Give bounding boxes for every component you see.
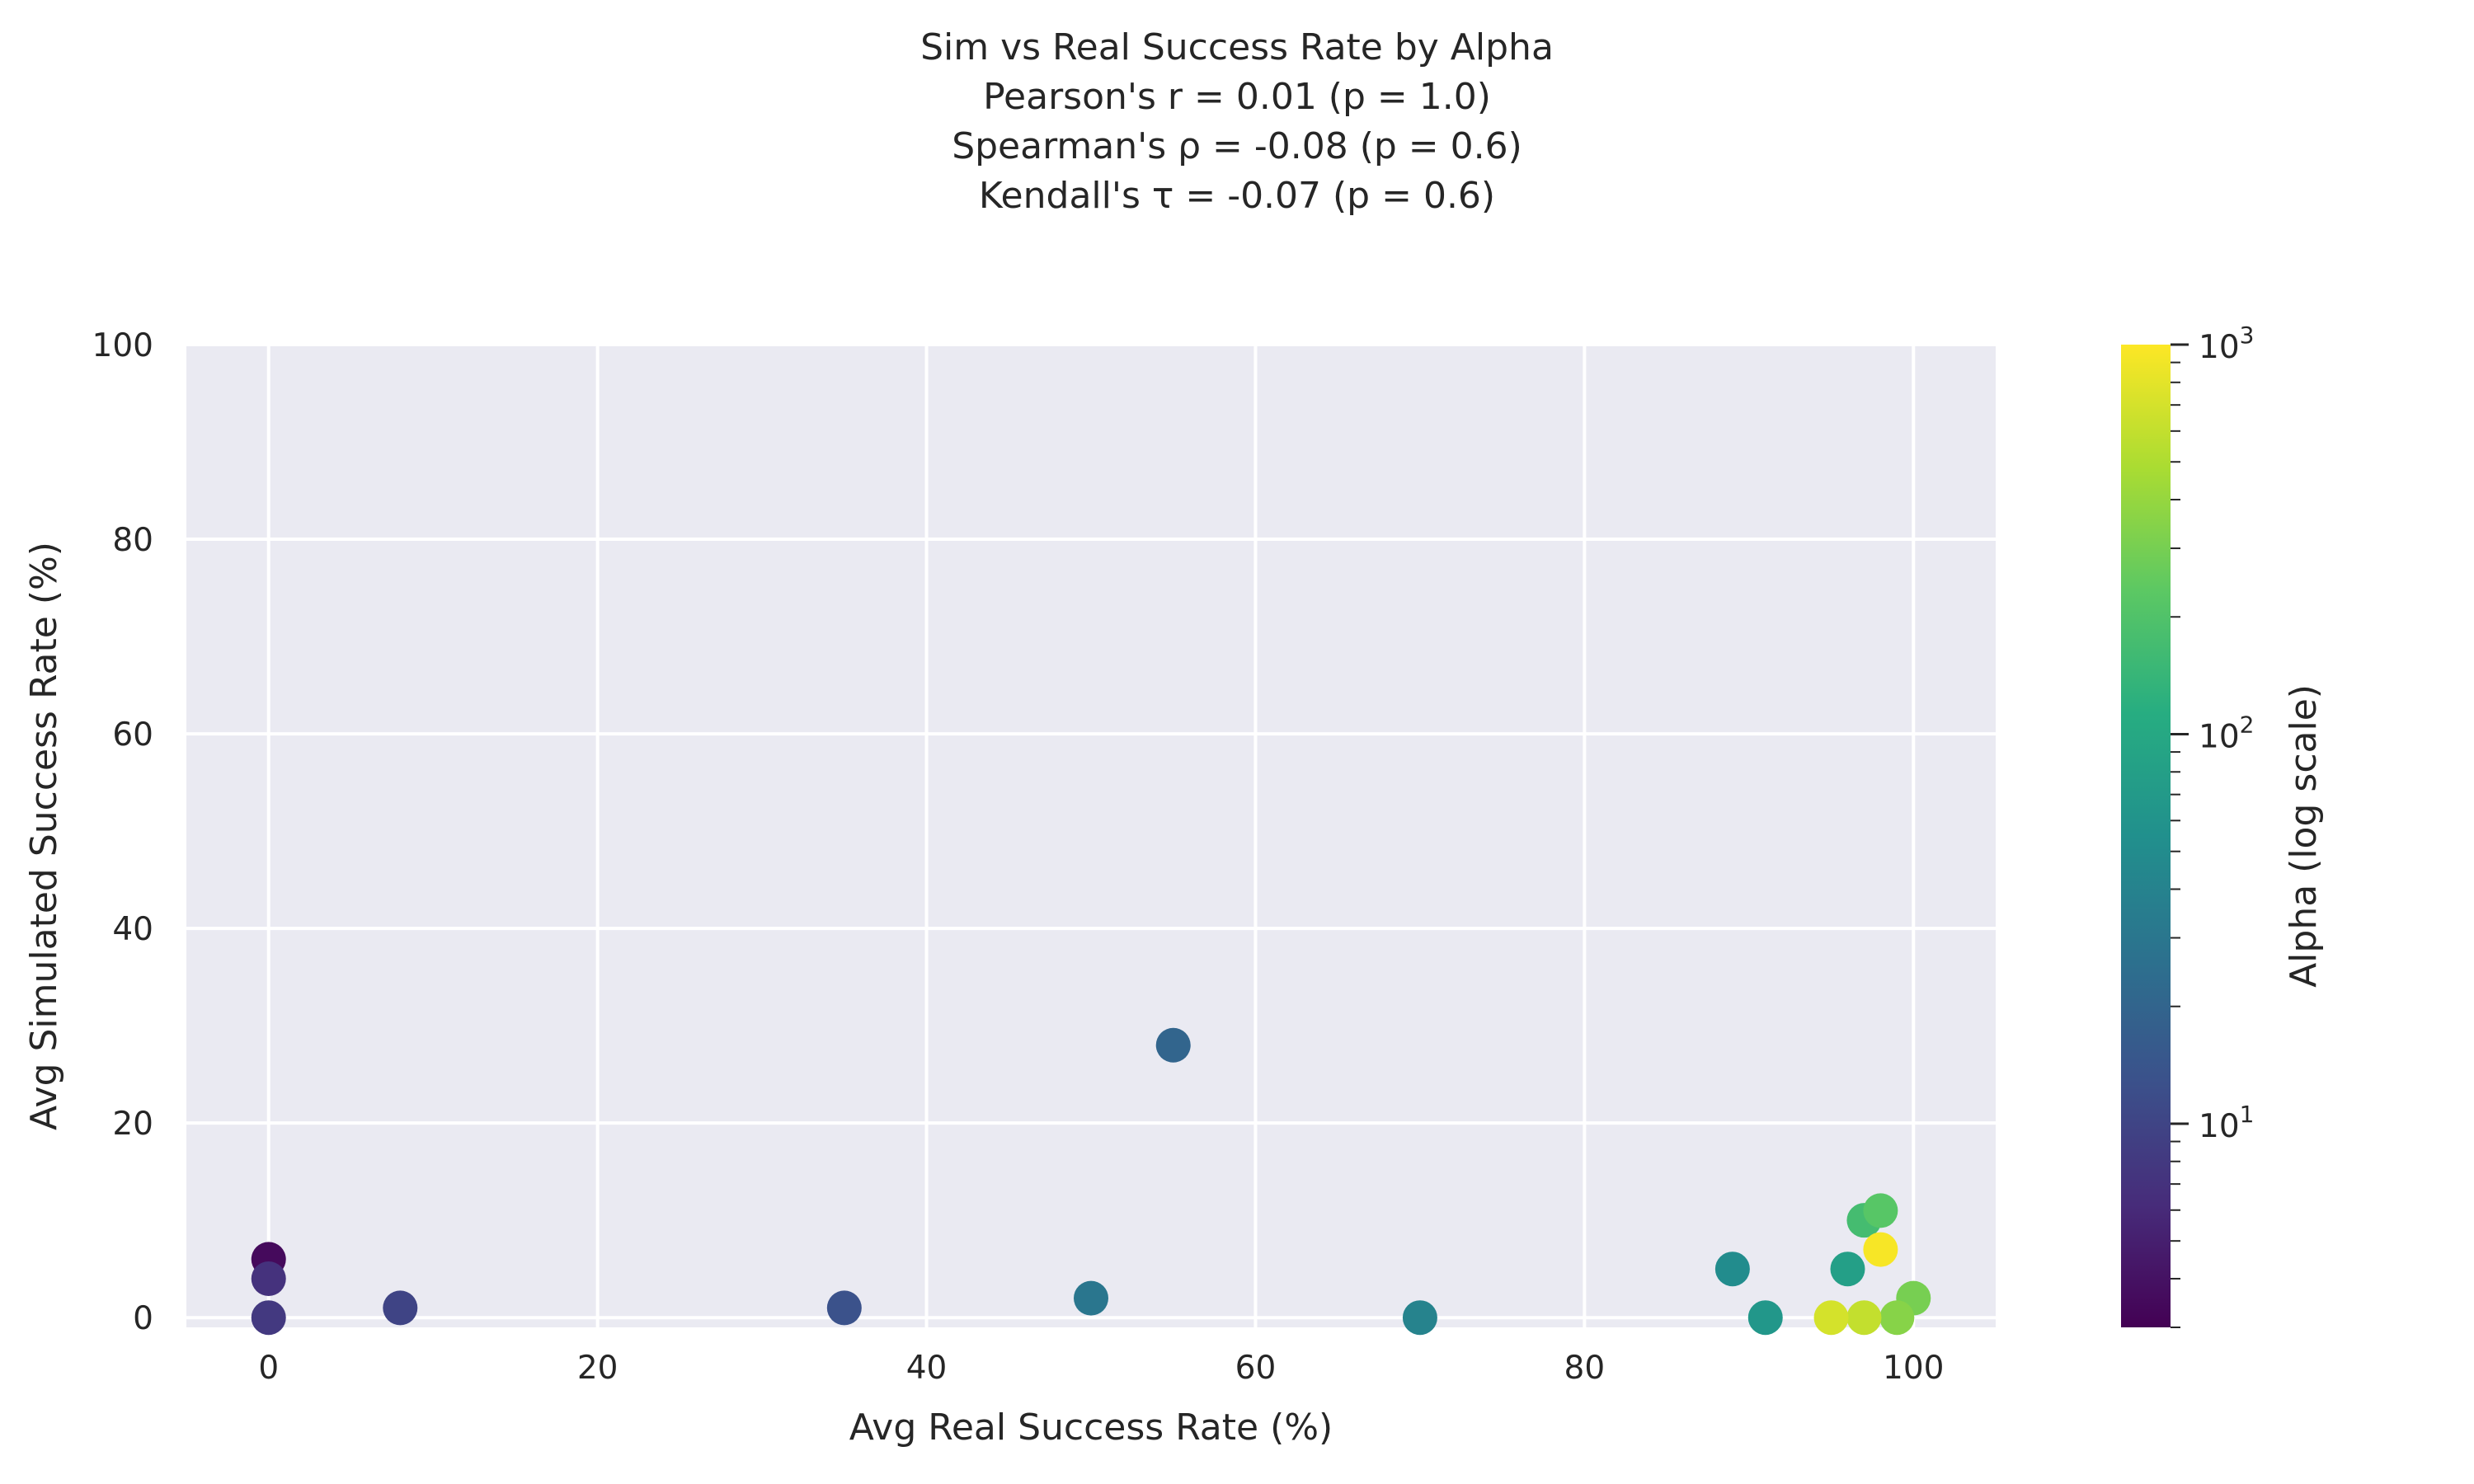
chart-title-line-1: Sim vs Real Success Rate by Alpha — [920, 26, 1554, 68]
data-point — [1813, 1300, 1849, 1336]
chart-title: Sim vs Real Success Rate by Alpha Pearso… — [920, 26, 1554, 217]
data-point — [1074, 1280, 1108, 1316]
data-point — [1879, 1300, 1915, 1336]
colorbar-label: Alpha (log scale) — [2283, 684, 2325, 988]
data-point — [1830, 1252, 1865, 1287]
data-point — [1155, 1027, 1191, 1063]
data-point — [251, 1300, 286, 1336]
colorbar-tick-label: 103 — [2199, 322, 2254, 366]
plot-area — [186, 345, 1996, 1327]
y-tick-label: 100 — [92, 327, 153, 364]
x-axis-ticks: 0 20 40 60 80 100 — [258, 1350, 1944, 1387]
chart-title-line-4: Kendall's τ = -0.07 (p = 0.6) — [979, 175, 1495, 217]
x-tick-label: 100 — [1883, 1350, 1944, 1387]
y-tick-label: 40 — [112, 911, 153, 948]
data-point — [1846, 1300, 1882, 1336]
y-tick-label: 0 — [133, 1300, 153, 1337]
data-points — [251, 1027, 1931, 1336]
y-tick-label: 20 — [112, 1106, 153, 1143]
x-tick-label: 20 — [577, 1350, 618, 1387]
x-tick-label: 0 — [258, 1350, 279, 1387]
colorbar: 101 102 103 Alpha (log scale) — [2121, 322, 2325, 1328]
data-point — [1863, 1193, 1898, 1228]
data-point — [1863, 1232, 1898, 1267]
data-point — [1714, 1252, 1750, 1287]
data-point — [1747, 1300, 1783, 1336]
y-tick-label: 80 — [112, 522, 153, 559]
colorbar-tick-label: 102 — [2199, 711, 2254, 755]
grid-lines — [186, 343, 1996, 1327]
colorbar-tick-label: 101 — [2199, 1101, 2254, 1145]
chart-title-line-3: Spearman's ρ = -0.08 (p = 0.6) — [952, 125, 1522, 167]
y-axis-label: Avg Simulated Success Rate (%) — [23, 542, 65, 1130]
y-tick-label: 60 — [112, 716, 153, 754]
x-tick-label: 60 — [1235, 1350, 1277, 1387]
data-point — [826, 1290, 862, 1326]
x-tick-label: 80 — [1564, 1350, 1606, 1387]
chart-title-line-2: Pearson's r = 0.01 (p = 1.0) — [983, 76, 1491, 118]
x-axis-label: Avg Real Success Rate (%) — [849, 1407, 1333, 1449]
colorbar-ticks: 101 102 103 — [2171, 322, 2254, 1328]
data-point — [1402, 1300, 1437, 1336]
data-point — [251, 1261, 286, 1296]
y-axis-ticks: 0 20 40 60 80 100 — [92, 327, 153, 1337]
colorbar-gradient — [2121, 345, 2171, 1327]
x-tick-label: 40 — [906, 1350, 948, 1387]
data-point — [383, 1290, 418, 1326]
